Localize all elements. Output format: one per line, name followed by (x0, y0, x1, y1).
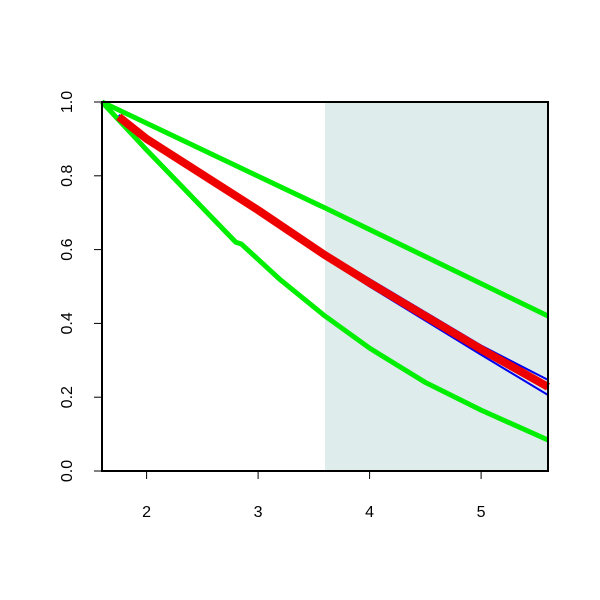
y-tick-label: 0.4 (59, 312, 76, 334)
y-tick-label: 0.6 (59, 238, 76, 260)
y-tick-label: 0.8 (59, 165, 76, 187)
x-tick-label: 2 (142, 504, 151, 521)
series-line (100, 100, 550, 443)
x-tick-label: 5 (477, 504, 486, 521)
x-tick-label: 4 (365, 504, 374, 521)
y-tick-label: 1.0 (59, 91, 76, 113)
x-tick-label: 3 (254, 504, 263, 521)
series-line (100, 99, 550, 319)
series-line (116, 113, 550, 391)
y-tick-label: 0.2 (59, 386, 76, 408)
plot-box (101, 101, 549, 472)
shaded-region (325, 102, 548, 471)
y-tick-label: 0.0 (59, 460, 76, 482)
